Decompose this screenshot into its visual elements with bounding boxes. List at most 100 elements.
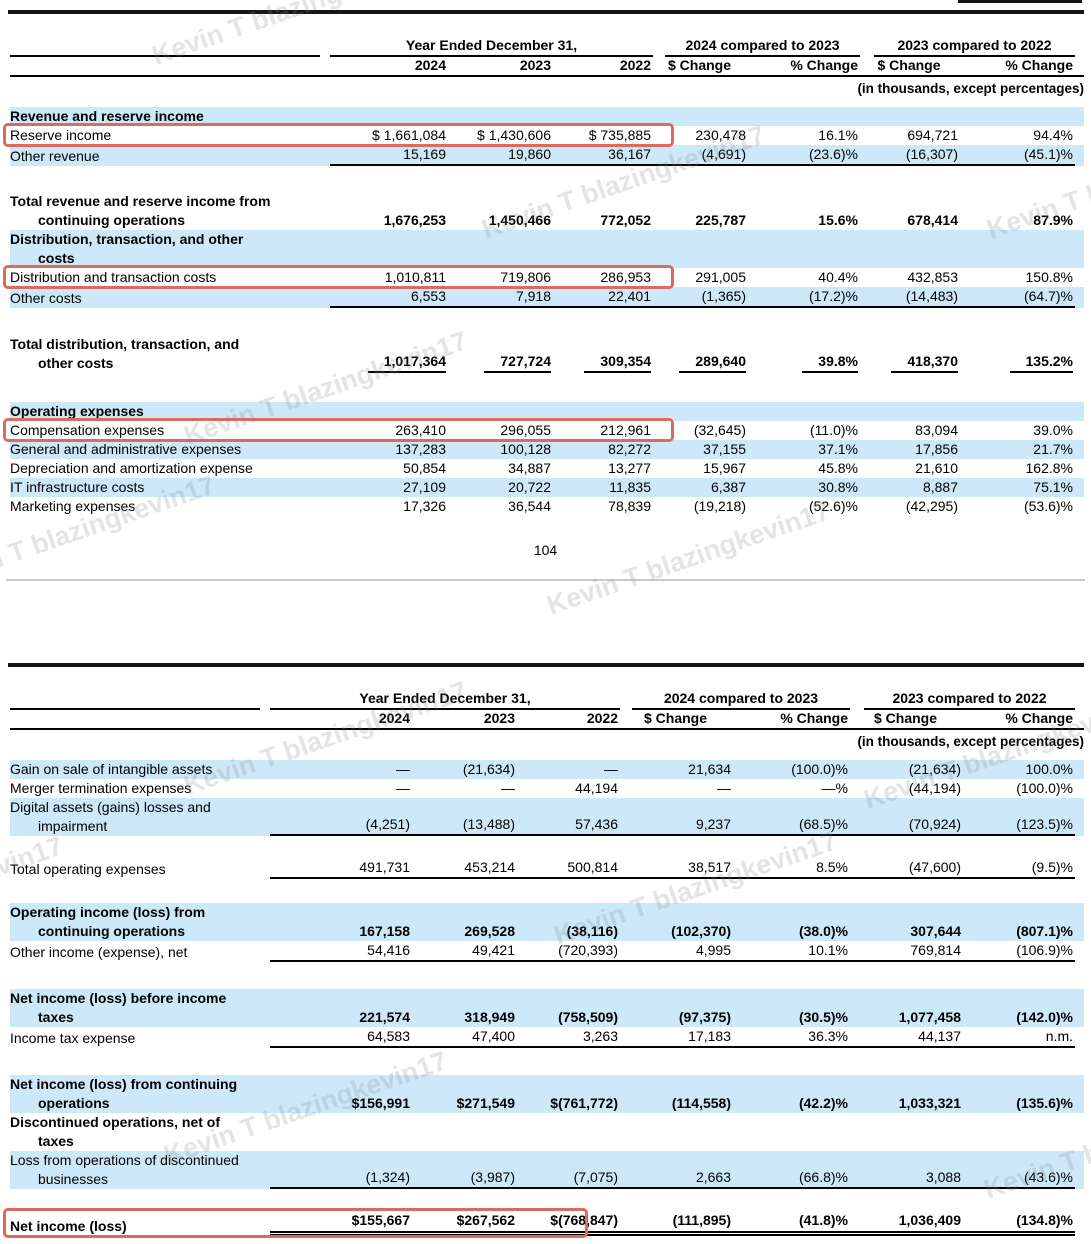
- row-label: Depreciation and amortization expense: [10, 459, 330, 478]
- value-cell: —: [396, 761, 410, 777]
- value-cell: (70,924): [850, 815, 963, 836]
- value-cell: 7,918: [448, 287, 553, 308]
- row-label: Distribution, transaction, and other cost…: [10, 230, 330, 268]
- value-cell: 39.0%: [1033, 422, 1073, 438]
- value-cell: (111,895): [620, 1211, 733, 1236]
- value-cell: 19,860: [448, 145, 553, 166]
- row-label-line1: Merger termination expenses: [10, 780, 192, 796]
- value-cell: (17.2)%: [748, 287, 860, 308]
- row-label: Reserve income: [10, 126, 330, 145]
- underlined-value: 39.8%: [802, 352, 858, 373]
- value-cell: 1,676,253: [383, 212, 446, 228]
- row-label-line1: Operating expenses: [10, 403, 144, 419]
- value-cell: 727,724: [448, 352, 553, 373]
- header-rule: [10, 728, 1084, 730]
- percent-change-header: % Change: [1005, 710, 1073, 726]
- row-label-line2: other costs: [38, 355, 114, 371]
- value-cell: (43.6)%: [963, 1168, 1075, 1189]
- dollar-change-header: $ Change: [643, 710, 707, 726]
- value-cell: 17,183: [620, 1027, 733, 1048]
- row-label-line1: Marketing expenses: [10, 498, 136, 514]
- value-cell: (100.0)%: [791, 761, 848, 777]
- value-cell: 17,856: [915, 441, 958, 457]
- row-label-line1: Distribution and transaction costs: [10, 269, 217, 285]
- row-gap: [10, 1189, 1084, 1211]
- row-label-line1: Revenue and reserve income: [10, 108, 204, 124]
- row-label: Compensation expenses: [10, 421, 330, 440]
- value-cell: 21,634: [688, 761, 731, 777]
- value-cell: 230,478: [695, 127, 746, 143]
- table-row: Total revenue and reserve income from con…: [10, 192, 1084, 230]
- row-label: Other costs: [10, 289, 330, 308]
- units-note: (in thousands, except percentages): [857, 734, 1084, 749]
- value-cell: (100.0)%: [1016, 780, 1073, 796]
- year-column-header: 2022: [619, 57, 651, 73]
- row-label-line1: Other costs: [10, 290, 82, 306]
- dollar-change-header: $ Change: [667, 57, 731, 73]
- value-cell: 225,787: [695, 212, 746, 228]
- value-cell: (52.6)%: [808, 498, 858, 514]
- table-header-columns: 2024 2023 2022 $ Change % Change $ Change % Ch…: [10, 55, 1084, 75]
- value-cell: 47,400: [412, 1027, 517, 1048]
- value-cell: (97,375): [678, 1009, 731, 1025]
- value-cell: 678,414: [907, 212, 958, 228]
- dollar-change-header: $ Change: [873, 710, 937, 726]
- row-label: IT infrastructure costs: [10, 478, 330, 497]
- value-cell: (720,393): [517, 941, 620, 962]
- value-cell: (13,488): [412, 815, 517, 836]
- row-label-line1: Compensation expenses: [10, 422, 165, 438]
- value-cell: 289,640: [653, 352, 748, 373]
- row-label-line1: Other income (expense), net: [10, 944, 188, 960]
- row-label: Discontinued operations, net of taxes: [10, 1113, 270, 1151]
- table-row: General and administrative expenses 137,2…: [10, 440, 1084, 459]
- value-cell: 87.9%: [1033, 212, 1073, 228]
- value-cell: 1,017,364: [330, 352, 448, 373]
- change-group-header-2: 2023 compared to 2022: [874, 36, 1075, 57]
- table-row: Income tax expense 64,583 47,400 3,263 17,18…: [10, 1027, 1084, 1048]
- value-cell: —: [396, 780, 410, 796]
- stub-column-rule: [10, 55, 320, 57]
- value-cell: 9,237: [620, 815, 733, 836]
- row-label-line2: impairment: [38, 818, 108, 834]
- table-row: Gain on sale of intangible assets — (21,63…: [10, 760, 1084, 779]
- value-cell: 269,528: [464, 923, 515, 939]
- table-header-groups: Year Ended December 31, 2024 compared to …: [10, 36, 1084, 57]
- row-gap: [10, 1048, 1084, 1075]
- value-cell: 137,283: [395, 441, 446, 457]
- table-row: Net income (loss) $155,667 $267,562 $(768,8…: [3, 1208, 1084, 1238]
- table-row: Distribution, transaction, and other cost…: [10, 230, 1084, 268]
- value-cell: (66.8)%: [733, 1168, 850, 1189]
- row-label-line1: Net income (loss) before income: [10, 990, 227, 1006]
- value-cell: 44,137: [850, 1027, 963, 1048]
- value-cell: 296,055: [500, 422, 551, 438]
- row-label-line1: Total operating expenses: [10, 861, 166, 877]
- value-cell: 286,953: [600, 269, 651, 285]
- row-label-line1: Operating income (loss) from: [10, 904, 206, 920]
- value-cell: 54,416: [270, 941, 412, 962]
- value-cell: (68.5)%: [733, 815, 850, 836]
- value-cell: $267,562: [412, 1211, 517, 1236]
- change-group-header-2: 2023 compared to 2022: [864, 689, 1075, 710]
- row-label-line2: businesses: [38, 1171, 109, 1187]
- value-cell: 318,949: [464, 1009, 515, 1025]
- row-label-line2: continuing operations: [38, 212, 185, 228]
- value-cell: (9.5)%: [963, 858, 1075, 879]
- value-cell: 491,731: [270, 858, 412, 879]
- row-label: Other revenue: [10, 147, 330, 166]
- value-cell: 1,450,466: [488, 212, 551, 228]
- table-row: Operating expenses: [10, 402, 1084, 421]
- value-cell: 100.0%: [1025, 761, 1073, 777]
- value-cell: (41.8)%: [733, 1211, 850, 1236]
- value-cell: 418,370: [860, 352, 960, 373]
- value-cell: (123.5)%: [963, 815, 1075, 836]
- table-row: Total distribution, transaction, and othe…: [10, 335, 1084, 373]
- value-cell: 38,517: [620, 858, 733, 879]
- year-column-header: 2023: [519, 57, 551, 73]
- value-cell: 27,109: [403, 479, 446, 495]
- value-cell: 135.2%: [960, 352, 1075, 373]
- value-cell: 3,088: [850, 1168, 963, 1189]
- value-cell: —: [604, 761, 618, 777]
- row-label: Net income (loss): [10, 1217, 270, 1236]
- stub-column-rule: [10, 708, 260, 710]
